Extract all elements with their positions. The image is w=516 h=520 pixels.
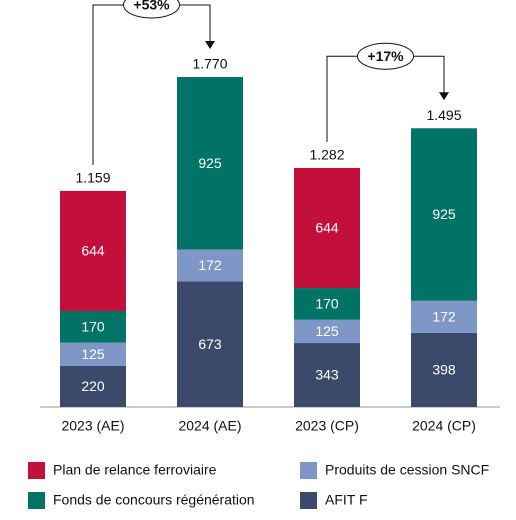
segment-label: 125: [315, 323, 339, 339]
legend-swatch: [28, 462, 45, 479]
arrow-head: [205, 41, 215, 49]
x-tick-label: 2024 (CP): [412, 418, 476, 434]
bar-segment: [294, 167, 360, 289]
legend-label: Plan de relance ferroviaire: [53, 462, 217, 478]
legend-label: Fonds de concours régénération: [53, 492, 255, 508]
bar-segment: [177, 249, 243, 282]
legend-label: Produits de cession SNCF: [325, 462, 489, 478]
bar-segment: [411, 332, 477, 407]
legend-swatch: [28, 492, 45, 509]
bar-segment: [411, 300, 477, 333]
total-label: 1.770: [192, 56, 227, 72]
bar-segment: [60, 310, 126, 343]
segment-label: 170: [81, 319, 105, 335]
bar-segment: [60, 190, 126, 311]
total-label: 1.159: [75, 170, 110, 186]
segment-label: 172: [198, 257, 222, 273]
legend-swatch: [300, 492, 317, 509]
bar-segment: [60, 365, 126, 407]
segment-label: 220: [81, 378, 105, 394]
bar-segment: [177, 281, 243, 407]
segment-label: 170: [315, 296, 339, 312]
total-label: 1.282: [309, 147, 344, 163]
bar-segment: [294, 319, 360, 344]
segment-label: 925: [198, 155, 222, 171]
legend-label: AFIT F: [325, 492, 368, 508]
segment-label: 673: [198, 336, 222, 352]
bar-segment: [411, 128, 477, 301]
bar-segment: [60, 342, 126, 366]
arrow-head: [439, 92, 449, 101]
x-tick-label: 2023 (CP): [295, 418, 359, 434]
bar-segment: [177, 77, 243, 250]
x-tick-label: 2024 (AE): [178, 418, 241, 434]
segment-label: 172: [432, 308, 456, 324]
segment-label: 125: [81, 346, 105, 362]
total-label: 1.495: [426, 107, 461, 123]
annotation-ellipse: [357, 42, 414, 70]
x-tick-label: 2023 (AE): [61, 418, 124, 434]
segment-label: 644: [315, 220, 339, 236]
annotation: +17%: [367, 48, 404, 64]
bar-segment: [294, 288, 360, 320]
annotation-ellipse: [123, 0, 180, 19]
annotation: +53%: [133, 0, 170, 13]
segment-label: 398: [432, 362, 456, 378]
legend-swatch: [300, 462, 317, 479]
segment-label: 644: [81, 243, 105, 259]
segment-label: 343: [315, 367, 339, 383]
segment-label: 925: [432, 206, 456, 222]
bar-segment: [294, 343, 360, 407]
